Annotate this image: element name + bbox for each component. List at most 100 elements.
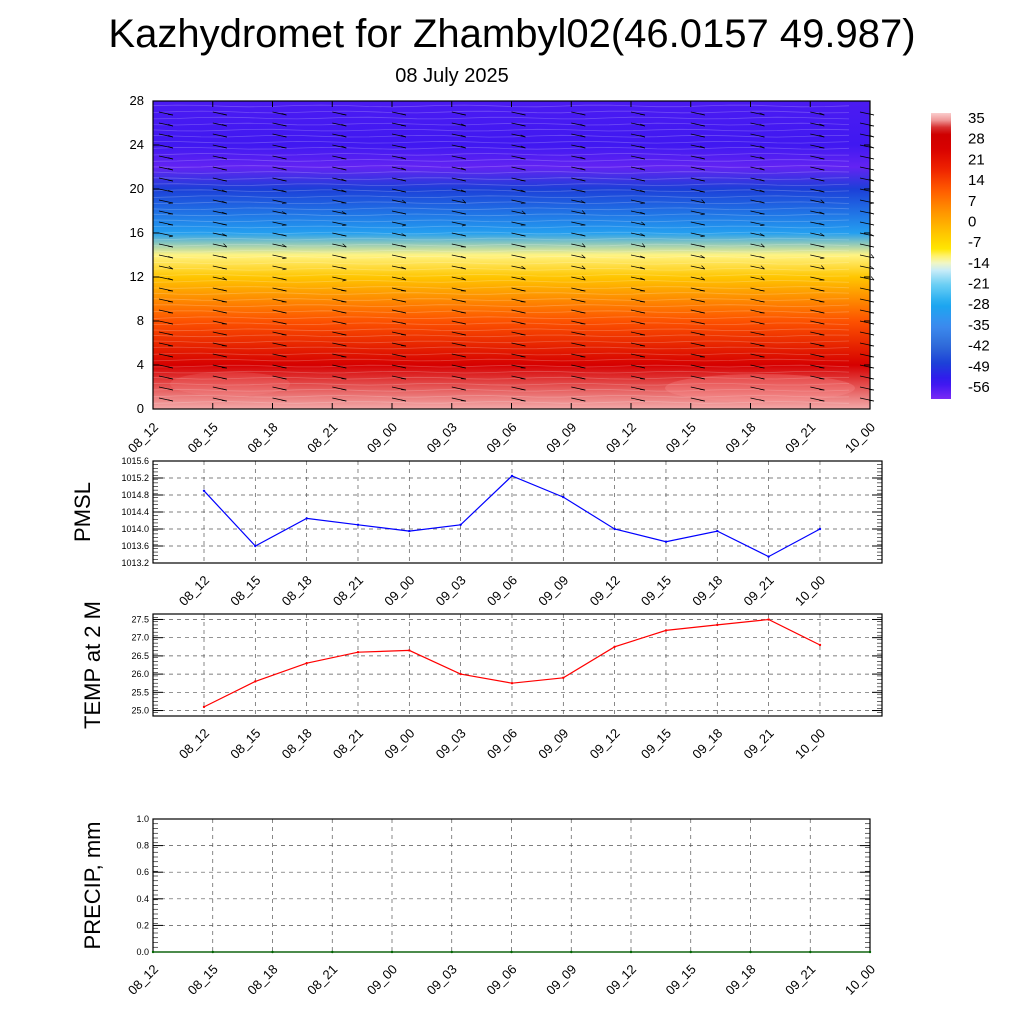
wind-barb: [272, 254, 287, 259]
wind-barb: [158, 199, 174, 204]
temperature-contour: [152, 340, 850, 344]
wind-barb: [630, 353, 646, 358]
data-point: [510, 682, 514, 685]
wind-barb: [690, 397, 705, 402]
wind-barb: [158, 287, 174, 292]
temperature-contour: [152, 316, 850, 320]
wind-barb: [750, 166, 765, 171]
temperature-contour: [152, 201, 850, 205]
wind-barb: [511, 232, 526, 237]
wind-barb: [451, 320, 466, 325]
y-tick-label: 1013.2: [121, 558, 149, 568]
wind-barb: [158, 111, 174, 116]
wind-barb: [272, 188, 287, 193]
colorbar-label: -7: [968, 234, 981, 251]
wind-barb: [451, 353, 466, 358]
temperature-contour: [152, 237, 850, 241]
profile-x-tick-label: 08_15: [185, 420, 221, 456]
wind-barb: [212, 221, 227, 226]
wind-barb: [212, 386, 227, 391]
wind-barb: [750, 342, 765, 347]
wind-barb: [158, 320, 174, 325]
wind-barb: [810, 254, 825, 260]
x-tick-label: 08_18: [279, 573, 315, 609]
surface-warm-area: [170, 372, 290, 396]
wind-barb: [212, 298, 227, 303]
wind-barb: [511, 276, 526, 281]
wind-barb: [750, 309, 765, 314]
colorbar-label: 28: [968, 131, 985, 148]
wind-barb: [158, 221, 174, 226]
wind-barb: [571, 342, 586, 347]
wind-barb: [690, 166, 705, 171]
wind-barb: [630, 331, 646, 336]
wind-barb: [630, 111, 646, 116]
wind-barb: [272, 276, 287, 281]
wind-barb: [630, 298, 646, 303]
wind-barb: [212, 320, 227, 325]
y-tick-label: 1014.4: [121, 507, 149, 517]
wind-barb: [212, 276, 227, 281]
x-tick-label: 08_15: [227, 726, 263, 762]
wind-barb: [630, 342, 646, 347]
temperature-contour: [152, 249, 850, 253]
wind-barb: [810, 133, 825, 138]
wind-barb: [810, 320, 825, 325]
wind-barb: [391, 232, 407, 237]
wind-barb: [750, 177, 765, 182]
wind-barb: [451, 221, 466, 227]
data-point: [305, 517, 308, 520]
wind-barb: [630, 188, 646, 193]
wind-barb: [451, 397, 466, 402]
wind-barb: [571, 122, 586, 127]
wind-barb: [451, 298, 466, 303]
wind-barb: [750, 331, 765, 336]
wind-barb: [511, 122, 526, 127]
wind-barb: [158, 210, 174, 215]
wind-barb: [571, 298, 586, 303]
wind-barb: [158, 364, 174, 369]
wind-barb: [272, 199, 287, 204]
temperature-contour: [152, 292, 850, 295]
data-point: [716, 623, 719, 627]
wind-barb: [690, 265, 706, 270]
temperature-contour: [152, 304, 850, 307]
wind-barb: [511, 210, 526, 215]
wind-barb: [690, 254, 705, 259]
temperature-contour: [152, 243, 850, 247]
wind-barb: [511, 397, 526, 402]
x-tick-label: 08_18: [279, 726, 315, 762]
x-tick-label: 09_18: [722, 962, 758, 998]
wind-barb: [630, 265, 646, 270]
wind-barb: [332, 386, 347, 391]
wind-barb: [158, 133, 174, 138]
wind-barb: [511, 265, 526, 270]
wind-barb: [630, 166, 646, 171]
y-tick-label: 27.5: [131, 614, 149, 624]
wind-barb: [810, 375, 825, 380]
wind-barb: [332, 144, 347, 149]
wind-barb: [332, 353, 347, 358]
colorbar-label: 35: [968, 110, 985, 127]
wind-barb: [810, 111, 825, 116]
wind-barb: [810, 309, 825, 314]
data-point: [818, 527, 822, 531]
wind-barb: [451, 210, 466, 215]
temperature-contour: [152, 140, 850, 144]
wind-barb: [332, 397, 347, 402]
wind-barb: [810, 177, 825, 182]
colorbar-label: -49: [968, 358, 990, 375]
wind-barb: [272, 155, 287, 160]
wind-barb: [690, 199, 706, 204]
panel-frame: [152, 460, 883, 564]
wind-barb: [391, 111, 407, 116]
wind-barb: [571, 111, 586, 116]
data-point: [868, 950, 872, 954]
x-tick-label: 09_00: [364, 962, 400, 998]
profile-x-tick-label: 08_21: [304, 420, 340, 456]
wind-barb: [272, 144, 287, 149]
data-point: [356, 523, 360, 526]
x-tick-label: 09_21: [741, 726, 777, 762]
temperature-contour: [152, 358, 850, 362]
